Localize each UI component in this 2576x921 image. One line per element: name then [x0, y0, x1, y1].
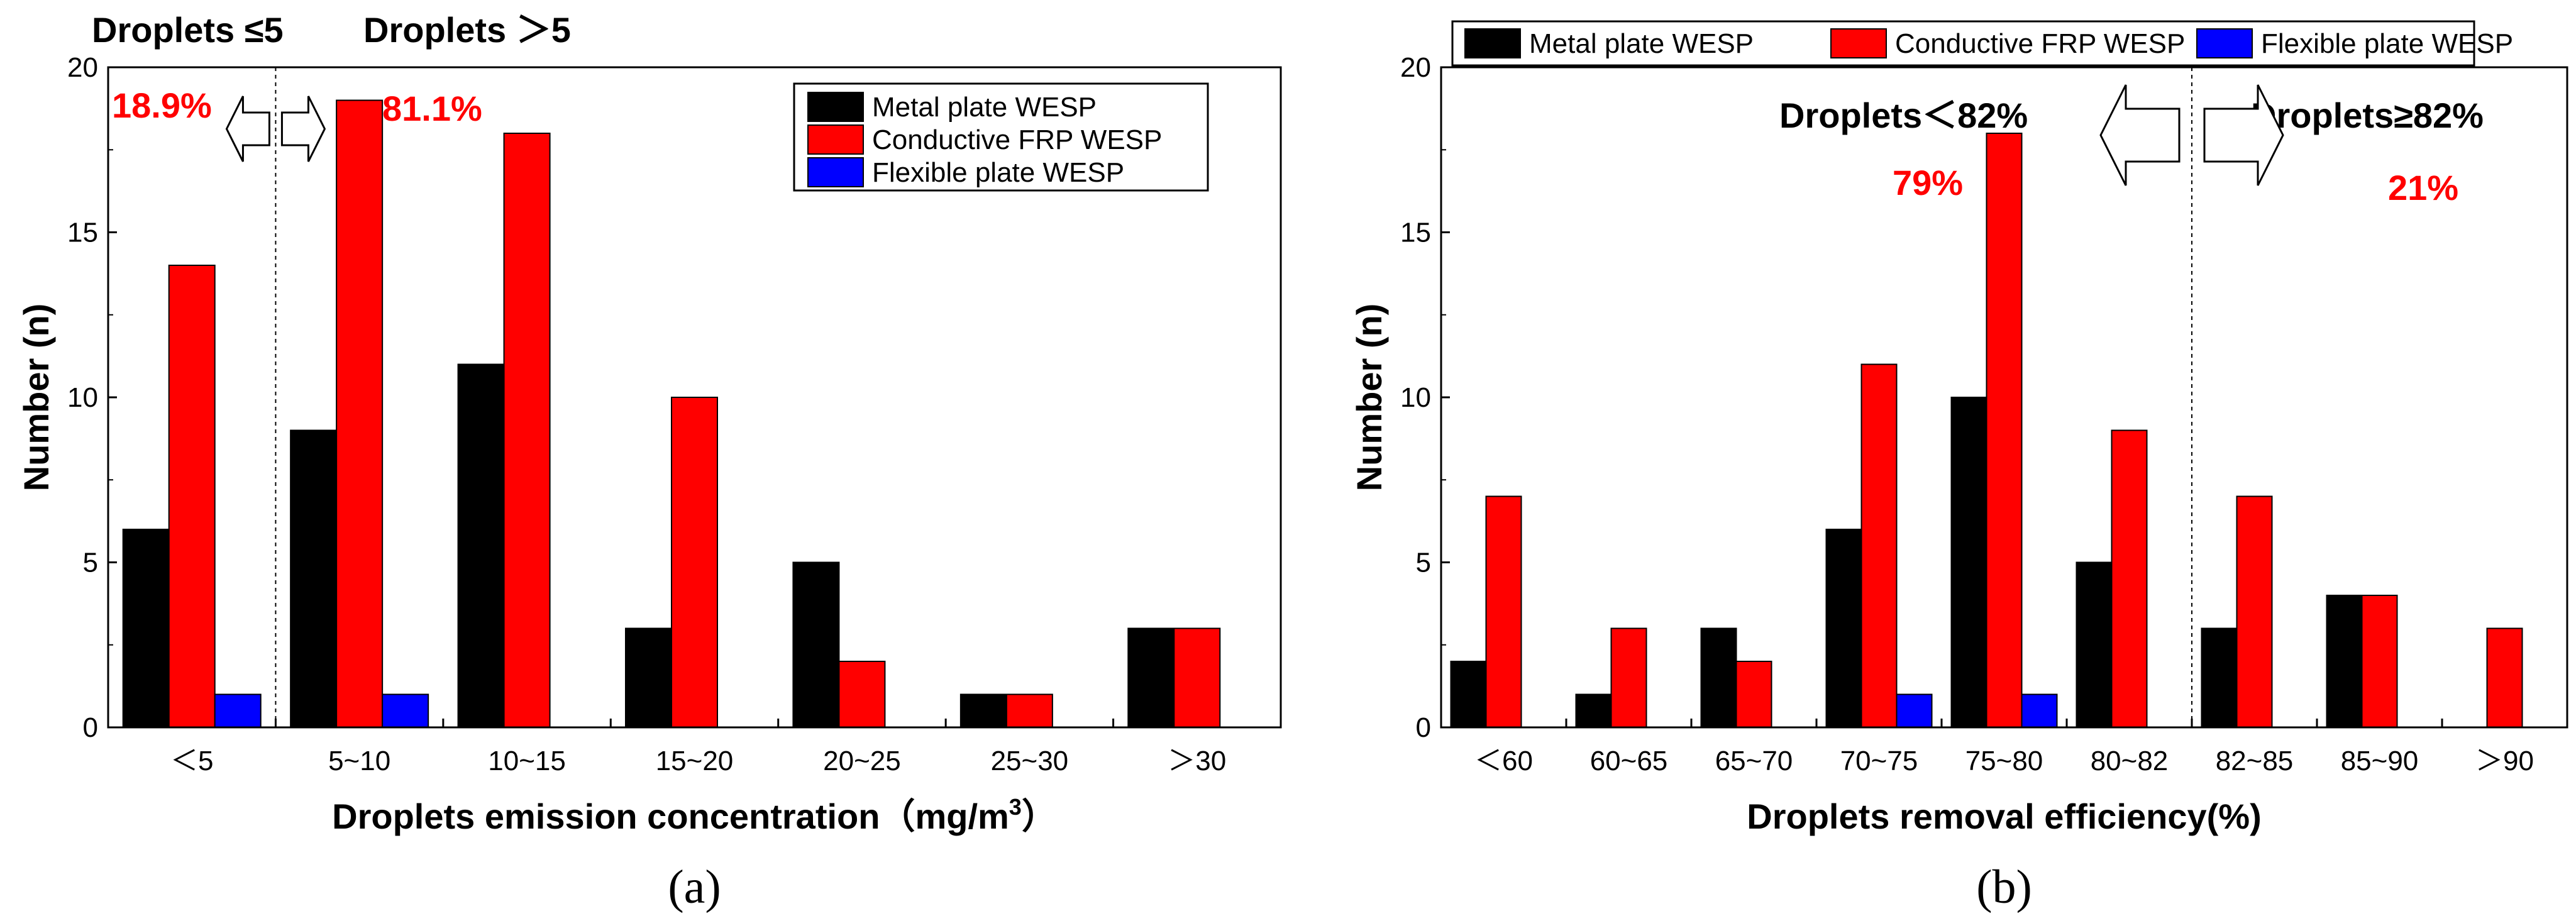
bar-metal-3 [1825, 529, 1862, 728]
x-tick-label: 85~90 [2341, 746, 2419, 776]
legend: Metal plate WESP Conductive FRP WESP Flexi… [1451, 20, 2513, 67]
right-region-label: Droplets ＞5 [363, 10, 571, 50]
y-tick-label: 15 [67, 218, 98, 248]
right-arrow-icon [2203, 84, 2284, 186]
y-axis-title: Number (n) [16, 304, 56, 492]
bar-metal-6 [1127, 627, 1175, 728]
x-tick-label: 82~85 [2216, 746, 2294, 776]
y-tick-label: 0 [83, 712, 98, 743]
bar-metal-0 [122, 529, 170, 728]
y-axis-title: Number (n) [1349, 304, 1389, 492]
y-tick-label: 20 [67, 52, 98, 83]
bar-metal-2 [1700, 627, 1737, 728]
left-arrow-icon [225, 96, 270, 162]
legend-swatch-frp [807, 124, 864, 155]
legend-label-frp: Conductive FRP WESP [1895, 28, 2185, 59]
x-tick-label: 75~80 [1965, 746, 2043, 776]
legend-swatch-flexible [807, 157, 864, 187]
bar-metal-6 [2201, 627, 2238, 728]
bar-metal-5 [2076, 561, 2113, 728]
x-tick-label: ＜60 [1474, 746, 1533, 776]
right-region-percent: 81.1% [382, 89, 482, 128]
x-axis-title: Droplets removal efficiency(%) [1747, 797, 2261, 836]
bar-flexible-1 [382, 693, 429, 728]
bar-frp-6 [2236, 495, 2273, 728]
legend-swatch-metal [807, 92, 864, 122]
bar-metal-5 [959, 693, 1007, 728]
y-tick-label: 15 [1400, 218, 1431, 248]
x-tick-label: 60~65 [1590, 746, 1668, 776]
left-arrow-icon [2099, 84, 2181, 186]
bar-frp-7 [2361, 595, 2398, 728]
bar-frp-4 [1986, 133, 2023, 728]
annotations: Droplets ≤5 Droplets ＞5 18.9% 81.1% [92, 10, 571, 162]
bar-metal-7 [2326, 595, 2363, 728]
legend-label-metal: Metal plate WESP [1529, 28, 1754, 59]
left-region-label: Droplets ≤5 [92, 10, 284, 50]
chart-panel-b: 0 5 10 15 20 ＜60 60~65 65~70 70~75 75~80 80~82 82~8… [1349, 20, 2568, 913]
bar-frp-1 [1610, 627, 1647, 728]
legend-swatch-frp [1830, 28, 1887, 58]
right-region-percent: 21% [2388, 168, 2458, 207]
x-tick-label: ＜5 [170, 746, 213, 776]
bar-frp-4 [838, 661, 886, 728]
bar-flexible-0 [214, 693, 262, 728]
bar-metal-2 [457, 363, 505, 728]
bar-frp-3 [671, 397, 718, 728]
left-region-label: Droplets＜82% [1779, 96, 2028, 135]
legend-swatch-metal [1464, 28, 1521, 58]
legend-label-metal: Metal plate WESP [872, 92, 1097, 123]
bar-metal-4 [792, 561, 840, 728]
bar-frp-1 [336, 99, 384, 728]
bar-metal-1 [290, 429, 338, 728]
legend-label-flexible: Flexible plate WESP [872, 157, 1124, 188]
x-tick-label: ＞90 [2475, 746, 2534, 776]
legend-box [1451, 20, 2475, 67]
chart-panel-a: 0 5 10 15 20 ＜5 5~10 10~15 15~20 20~25 25~30 ＞30 Dro… [16, 10, 1282, 913]
y-tick-label: 10 [1400, 382, 1431, 413]
bar-frp-2 [503, 133, 551, 728]
y-tick-label: 5 [1416, 548, 1431, 578]
bar-frp-0 [1485, 495, 1522, 728]
bar-frp-5 [2111, 429, 2148, 728]
x-tick-label: 10~15 [488, 746, 566, 776]
panel-label: (b) [1976, 861, 2032, 913]
bar-metal-1 [1575, 693, 1612, 728]
bar-frp-2 [1735, 661, 1772, 728]
right-arrow-icon [280, 96, 326, 162]
x-axis-title: Droplets emission concentration（mg/m3） [332, 794, 1057, 836]
x-tick-label: 20~25 [823, 746, 901, 776]
y-tick-label: 20 [1400, 52, 1431, 83]
x-tick-label: 70~75 [1840, 746, 1918, 776]
panel-label: (a) [668, 861, 721, 913]
legend-swatch-flexible [2196, 28, 2253, 58]
bar-flexible-3 [1896, 693, 1933, 728]
annotations: Droplets＜82% Droplets≥82% 79% 21% [1779, 84, 2484, 207]
bar-frp-8 [2486, 627, 2523, 728]
bar-metal-3 [625, 627, 672, 728]
x-tick-label: 25~30 [991, 746, 1069, 776]
bar-frp-5 [1005, 693, 1053, 728]
bar-frp-3 [1860, 363, 1898, 728]
y-tick-label: 0 [1416, 712, 1431, 743]
x-tick-label: 80~82 [2091, 746, 2169, 776]
bar-metal-4 [1950, 397, 1987, 728]
right-region-label: Droplets≥82% [2251, 96, 2484, 135]
x-tick-label: ＞30 [1168, 746, 1226, 776]
x-tick-label: 5~10 [328, 746, 390, 776]
left-region-percent: 18.9% [112, 85, 212, 125]
legend-label-frp: Conductive FRP WESP [872, 124, 1162, 155]
bar-frp-6 [1173, 627, 1221, 728]
bar-frp-0 [168, 265, 216, 728]
y-tick-label: 10 [67, 382, 98, 413]
x-tick-label: 65~70 [1715, 746, 1793, 776]
bar-metal-0 [1450, 661, 1487, 728]
left-region-percent: 79% [1893, 163, 1963, 202]
legend-label-flexible: Flexible plate WESP [2261, 28, 2513, 59]
x-tick-label: 15~20 [656, 746, 734, 776]
y-tick-label: 5 [83, 548, 98, 578]
bar-flexible-4 [2021, 693, 2058, 728]
